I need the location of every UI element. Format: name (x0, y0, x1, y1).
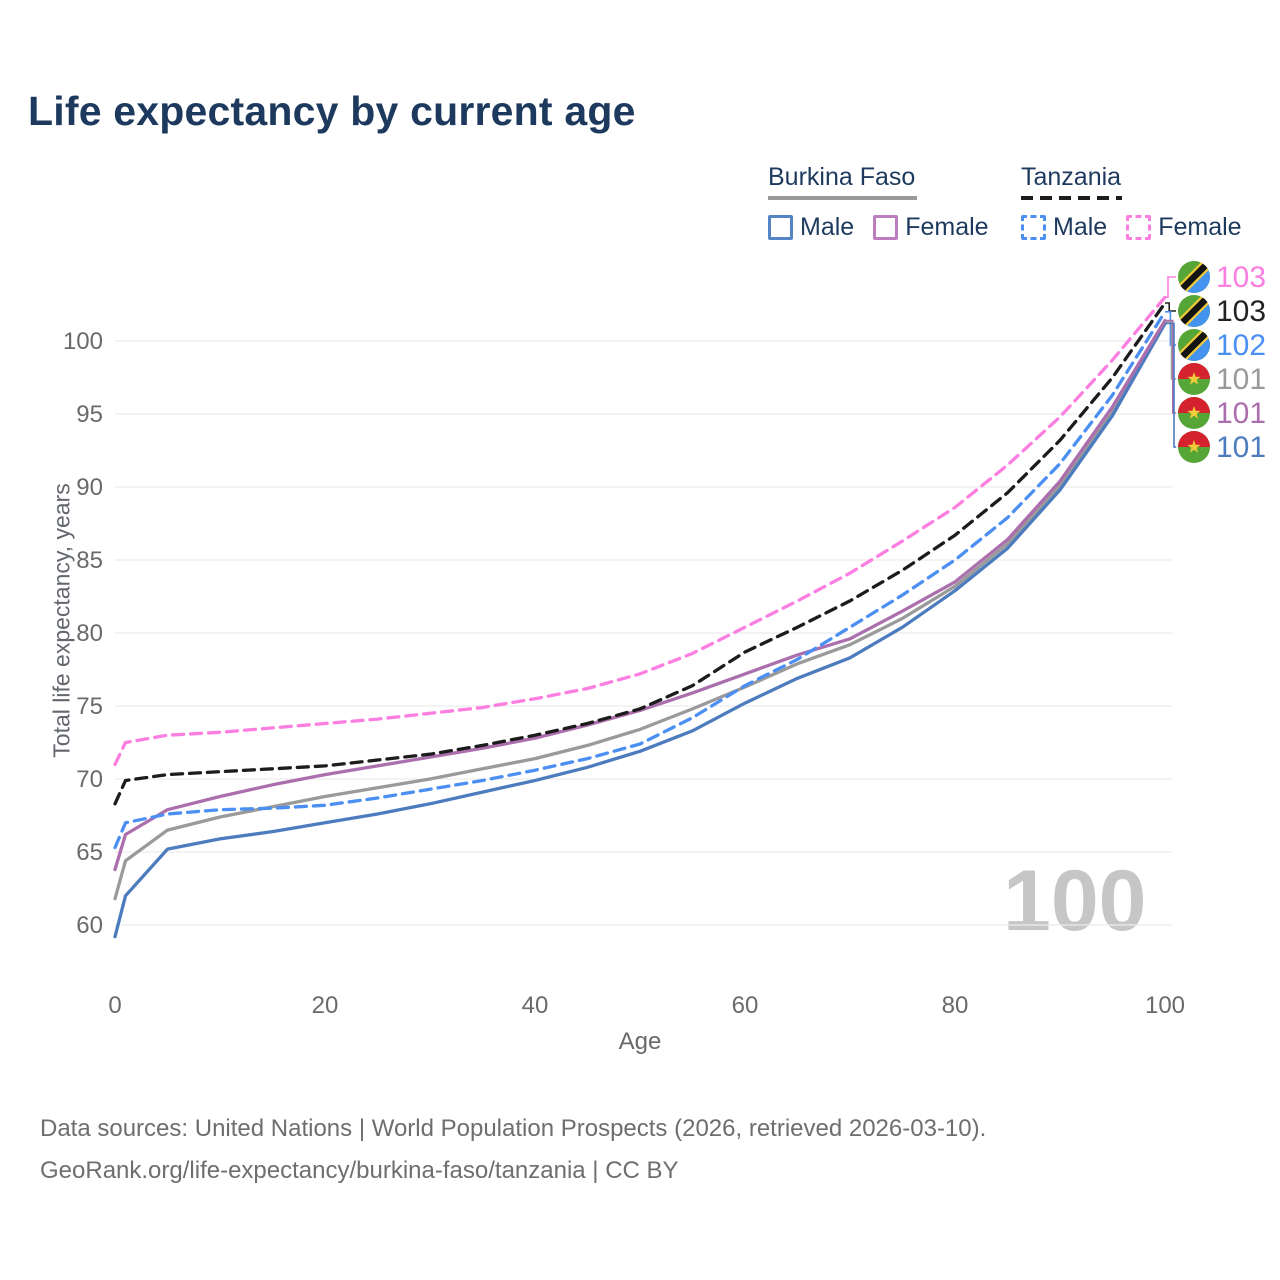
series-line-tz_both[interactable] (113, 301, 1167, 806)
end-label-connector (1165, 276, 1176, 298)
legend-item-label: Female (1158, 213, 1242, 241)
legend-header-burkina-faso[interactable]: Burkina Faso (768, 163, 916, 191)
footer-attribution-link[interactable]: GeoRank.org/life-expectancy/burkina-faso… (40, 1157, 679, 1184)
bf-male-swatch-icon (768, 215, 793, 240)
y-tick-label: 70 (76, 766, 103, 793)
x-tick-label: 60 (732, 992, 759, 1019)
legend-underline-dashed (1021, 196, 1122, 200)
burkina-faso-flag-icon (1178, 363, 1210, 395)
burkina-faso-flag-icon (1178, 397, 1210, 429)
y-tick-label: 60 (76, 912, 103, 939)
tz-male-swatch-icon (1021, 215, 1046, 240)
bf-female-swatch-icon (873, 215, 899, 240)
legend-header-tanzania[interactable]: Tanzania (1021, 163, 1122, 191)
y-tick-label: 80 (76, 620, 103, 647)
burkina-faso-flag-icon (1178, 431, 1210, 463)
y-tick-label: 100 (63, 328, 103, 355)
y-axis-title: Total life expectancy, years (48, 483, 75, 758)
series-line-bf_both[interactable] (113, 320, 1167, 901)
legend-item-tz-male[interactable]: Male (1021, 213, 1107, 242)
tz-female-swatch-icon (1126, 215, 1152, 240)
legend-item-tz-female[interactable]: Female (1126, 213, 1242, 242)
y-tick-label: 85 (76, 547, 103, 574)
x-tick-label: 80 (942, 992, 969, 1019)
series-line-tz_female[interactable] (113, 295, 1167, 767)
series-line-bf_female[interactable] (113, 318, 1167, 872)
end-label-value[interactable]: 101 (1216, 363, 1266, 396)
end-label-connector (1165, 322, 1176, 448)
y-tick-label: 90 (76, 474, 103, 501)
y-tick-label: 75 (76, 693, 103, 720)
legend-item-label: Male (1053, 213, 1108, 241)
end-label-value[interactable]: 103 (1216, 261, 1266, 294)
legend-group-tanzania: Tanzania Male Female (1021, 163, 1242, 242)
legend-item-label: Male (800, 213, 855, 241)
legend-item-bf-male[interactable]: Male (768, 213, 854, 242)
x-axis-title: Age (618, 1028, 662, 1055)
x-tick-label: 40 (522, 992, 549, 1019)
legend-group-burkina-faso: Burkina Faso Male Female (768, 163, 989, 242)
page-title: Life expectancy by current age (28, 88, 636, 134)
end-label-value[interactable]: 101 (1216, 397, 1266, 430)
x-tick-label: 100 (1145, 992, 1185, 1019)
legend-item-label: Female (905, 213, 989, 241)
series-line-bf_male[interactable] (113, 321, 1167, 939)
footer-data-sources: Data sources: United Nations | World Pop… (40, 1115, 987, 1142)
y-tick-label: 95 (76, 401, 103, 428)
footer: Data sources: United Nations | World Pop… (40, 1108, 986, 1192)
current-age-watermark: 100 (1003, 853, 1147, 949)
end-label-value[interactable]: 102 (1216, 329, 1266, 362)
tanzania-flag-icon (1175, 292, 1213, 330)
x-tick-label: 20 (312, 992, 339, 1019)
end-label-value[interactable]: 103 (1216, 295, 1266, 328)
legend-underline-solid (768, 196, 917, 200)
tanzania-flag-icon (1175, 258, 1213, 296)
x-tick-label: 0 (108, 992, 121, 1019)
end-label-connector (1165, 302, 1176, 312)
tanzania-flag-icon (1175, 326, 1213, 364)
series-line-tz_male[interactable] (113, 310, 1167, 850)
legend-item-bf-female[interactable]: Female (873, 213, 989, 242)
end-label-value[interactable]: 101 (1216, 431, 1266, 464)
y-tick-label: 65 (76, 839, 103, 866)
